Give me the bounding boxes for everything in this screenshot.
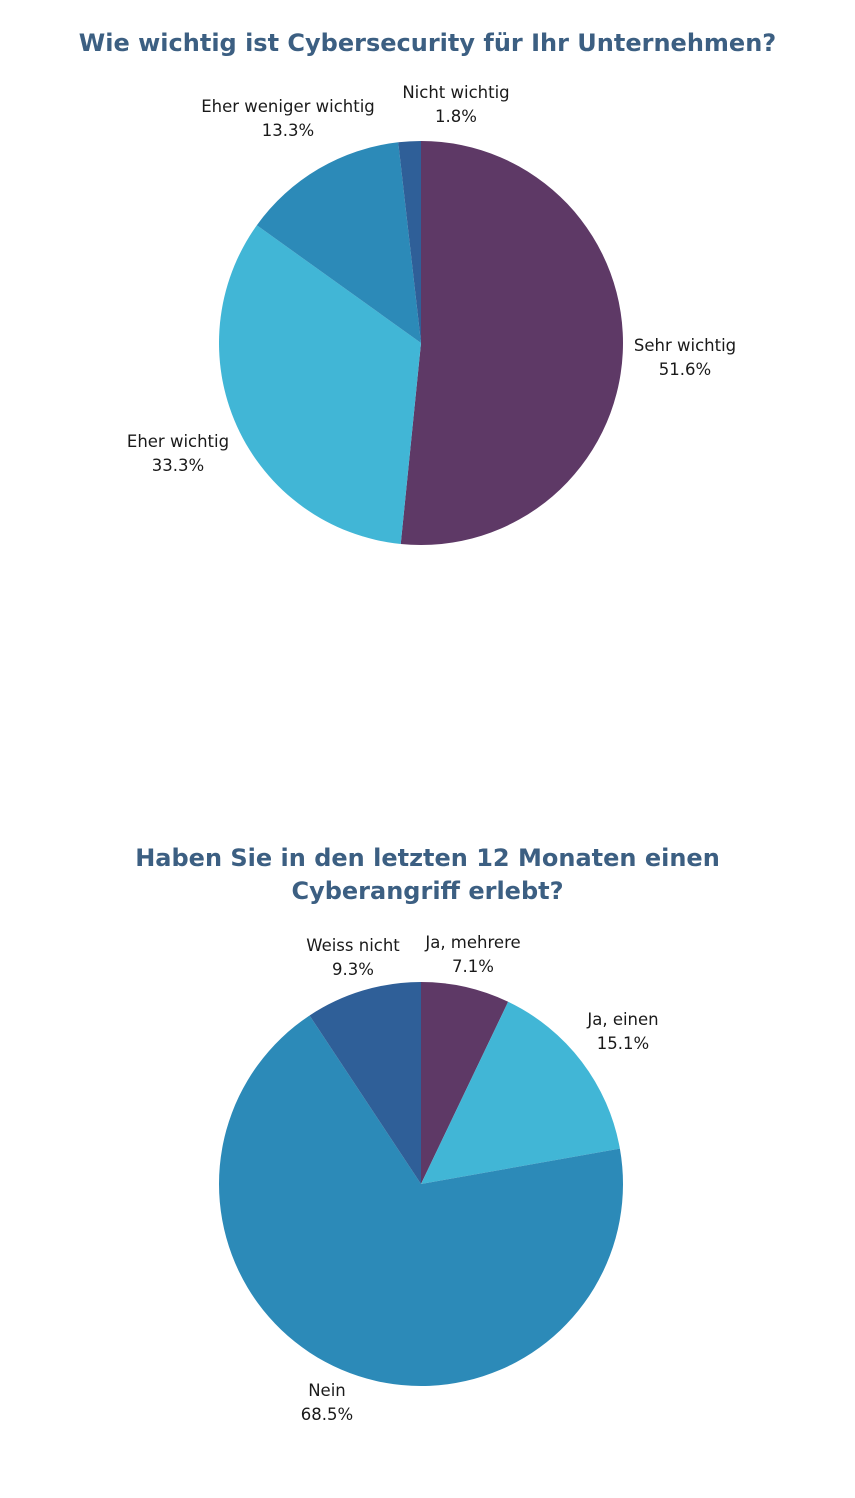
pie-chart: Sehr wichtig 51.6% Eher wichtig 33.3% Eher w…: [127, 83, 736, 545]
slice-value-label: 15.1%: [597, 1034, 649, 1053]
chart-cyberattack-experience: Haben Sie in den letzten 12 Monaten eine…: [0, 820, 855, 1498]
pie-chart: Ja, mehrere 7.1% Ja, einen 15.1% Nein 68.5% We…: [219, 933, 659, 1424]
slice-category-label: Ja, mehrere: [424, 933, 520, 952]
slice-category-label: Sehr wichtig: [634, 336, 736, 355]
slice-category-label: Nein: [308, 1381, 346, 1400]
pie-slice-ja-mehrere: [421, 982, 509, 1184]
slice-category-label: Weiss nicht: [306, 936, 400, 955]
slice-value-label: 1.8%: [435, 107, 477, 126]
slice-value-label: 13.3%: [262, 121, 314, 140]
pie-slice-nicht-wichtig: [398, 141, 421, 343]
slice-category-label: Nicht wichtig: [402, 83, 509, 102]
pie-slice-nein: [219, 1015, 623, 1386]
slice-value-label: 9.3%: [332, 960, 374, 979]
slice-value-label: 68.5%: [301, 1405, 353, 1424]
slice-value-label: 33.3%: [152, 456, 204, 475]
chart-title: Wie wichtig ist Cybersecurity für Ihr Un…: [78, 29, 777, 57]
slice-value-label: 7.1%: [452, 957, 494, 976]
pie-slice-weiss-nicht: [309, 982, 421, 1184]
pie-slice-eher-wichtig: [219, 225, 421, 544]
slice-category-label: Eher wichtig: [127, 432, 229, 451]
chart-title: Haben Sie in den letzten 12 Monaten eine…: [135, 844, 720, 905]
slice-category-label: Ja, einen: [586, 1010, 658, 1029]
pie-slice-eher-weniger-wichtig: [256, 142, 421, 343]
chart-cybersecurity-importance: Wie wichtig ist Cybersecurity für Ihr Un…: [0, 0, 855, 700]
pie-slice-ja-einen: [421, 1001, 620, 1184]
pie-slice-sehr-wichtig: [400, 141, 624, 545]
slice-category-label: Eher weniger wichtig: [201, 97, 375, 116]
slice-value-label: 51.6%: [659, 360, 711, 379]
